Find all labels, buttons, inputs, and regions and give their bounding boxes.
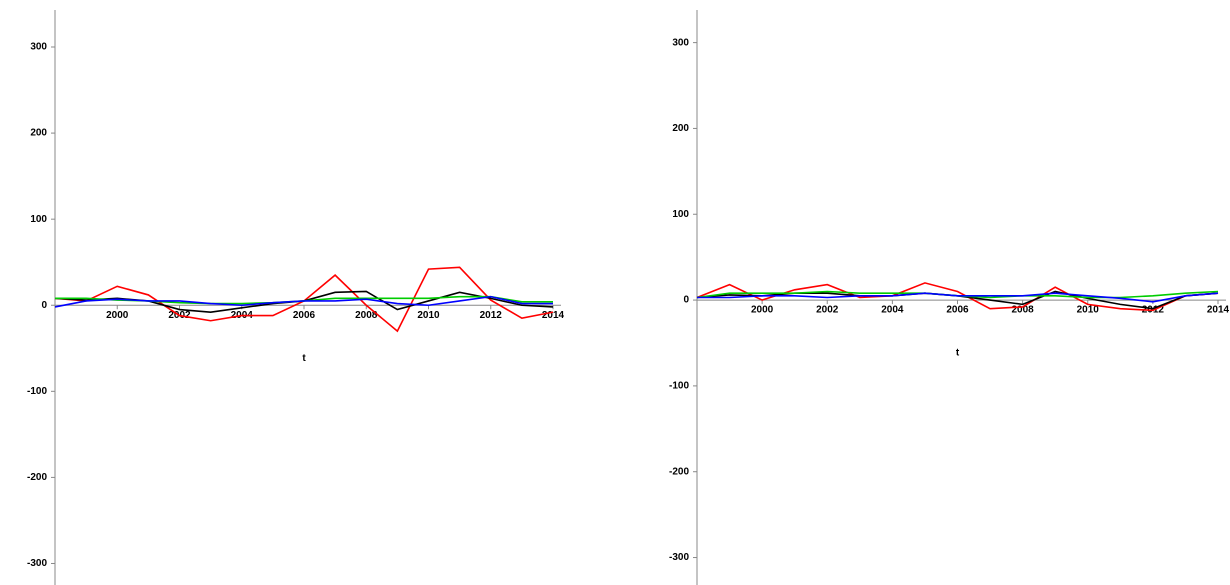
y-tick-label: 200 bbox=[30, 128, 47, 139]
y-tick-label: 100 bbox=[672, 209, 689, 220]
x-tick-label: 2008 bbox=[1012, 305, 1035, 316]
x-tick-label: 2012 bbox=[480, 310, 503, 321]
y-tick-label: 200 bbox=[672, 123, 689, 134]
series-line bbox=[697, 292, 1219, 303]
y-tick-label: 100 bbox=[30, 214, 47, 225]
x-tick-label: 2002 bbox=[816, 305, 839, 316]
x-tick-label: 2006 bbox=[946, 305, 969, 316]
y-tick-label: -100 bbox=[669, 381, 689, 392]
x-tick-label: 2014 bbox=[542, 310, 565, 321]
x-tick-label: 2000 bbox=[106, 310, 129, 321]
x-axis-label: t bbox=[956, 348, 960, 359]
y-tick-label: -200 bbox=[27, 472, 47, 483]
x-tick-label: 2008 bbox=[355, 310, 378, 321]
y-tick-label: 300 bbox=[30, 42, 47, 53]
y-tick-label: 300 bbox=[672, 37, 689, 48]
y-tick-label: 0 bbox=[41, 300, 47, 311]
y-tick-label: -200 bbox=[669, 466, 689, 477]
chart: -300 -200 -100 0 100 200 300 2000 2002 2004 2006 20… bbox=[669, 10, 1230, 585]
y-tick-label: 0 bbox=[683, 295, 689, 306]
x-tick-label: 2014 bbox=[1207, 305, 1230, 316]
x-tick-label: 2010 bbox=[417, 310, 440, 321]
x-axis-label: t bbox=[302, 353, 306, 364]
x-tick-label: 2010 bbox=[1077, 305, 1100, 316]
y-tick-label: -100 bbox=[27, 386, 47, 397]
x-tick-label: 2004 bbox=[881, 305, 904, 316]
series-line bbox=[54, 295, 553, 308]
x-tick-label: 2006 bbox=[293, 310, 316, 321]
x-tick-label: 2000 bbox=[751, 305, 774, 316]
y-tick-label: -300 bbox=[669, 552, 689, 563]
y-tick-label: -300 bbox=[27, 558, 47, 569]
